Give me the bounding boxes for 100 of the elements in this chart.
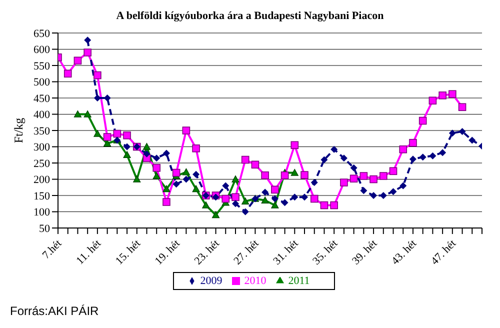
point <box>419 154 426 161</box>
x-tick-label: 27. hét <box>232 238 262 268</box>
point <box>350 164 358 172</box>
x-tick-label: 15. hét <box>113 238 144 268</box>
y-tick-label: 550 <box>34 60 50 72</box>
point <box>360 187 368 194</box>
point <box>232 175 240 182</box>
point <box>152 164 161 172</box>
point <box>162 185 170 192</box>
point <box>458 128 466 135</box>
point <box>103 133 112 141</box>
y-tick-label: 400 <box>34 109 50 122</box>
point <box>241 156 250 164</box>
x-tick-label: 11. hét <box>74 238 104 268</box>
point <box>350 174 358 182</box>
point <box>232 193 240 202</box>
point <box>370 175 378 184</box>
x-tick-label: 39. hét <box>350 238 380 268</box>
point <box>389 167 398 176</box>
point <box>172 180 180 188</box>
point <box>84 48 92 56</box>
y-tick-label: 600 <box>34 44 50 56</box>
point <box>330 146 338 153</box>
point <box>84 110 92 118</box>
point <box>162 198 170 206</box>
point <box>192 185 200 192</box>
point <box>360 172 368 180</box>
point <box>133 175 141 182</box>
point <box>300 171 308 179</box>
point <box>320 156 328 164</box>
y-tick-label: 500 <box>34 76 50 89</box>
y-axis-title: Ft/kg <box>11 118 26 144</box>
point <box>104 140 112 147</box>
point <box>340 154 348 162</box>
point <box>330 201 338 210</box>
x-tick-label: 7.hét <box>40 238 64 262</box>
point <box>123 131 131 140</box>
legend-label: 2009 <box>200 275 222 287</box>
point <box>448 130 456 137</box>
point <box>212 211 220 218</box>
point <box>182 126 190 134</box>
text: Forrás:AKI PÁIR <box>10 304 99 318</box>
point <box>242 208 249 216</box>
point <box>261 196 269 204</box>
point <box>113 130 122 138</box>
point <box>123 151 131 158</box>
point <box>152 172 160 180</box>
point <box>182 168 190 176</box>
y-tick-label: 150 <box>34 190 50 202</box>
y-tick-label: 350 <box>34 125 50 138</box>
point <box>271 186 279 194</box>
point <box>280 171 289 180</box>
legend-label: 2010 <box>244 275 266 287</box>
point <box>182 176 190 183</box>
point <box>390 188 397 196</box>
y-tick-label: 450 <box>34 92 50 105</box>
point <box>202 201 210 208</box>
x-tick-label: 47. hét <box>428 238 459 268</box>
x-tick-label: 19. hét <box>152 238 182 268</box>
point <box>370 192 378 199</box>
point <box>142 142 151 150</box>
legend-label: 2011 <box>288 275 310 287</box>
y-tick-label: 50 <box>39 222 50 235</box>
point <box>222 182 230 190</box>
point <box>290 168 298 176</box>
point <box>251 160 260 169</box>
point <box>271 195 278 202</box>
point <box>428 96 437 104</box>
point <box>94 94 101 102</box>
point <box>271 201 279 208</box>
point <box>409 156 416 163</box>
point <box>94 130 102 137</box>
chart-title: A belföldi kígyóuborka ára a Budapesti Nagybani Piacon <box>115 10 385 22</box>
point <box>281 199 288 206</box>
point <box>429 152 436 160</box>
point <box>153 154 160 162</box>
point <box>409 138 417 147</box>
point <box>64 70 72 78</box>
y-tick-label: 300 <box>34 142 50 154</box>
x-tick-label: 31. hét <box>271 238 301 268</box>
point <box>222 194 230 203</box>
y-tick-label: 200 <box>34 174 50 186</box>
point <box>74 110 82 118</box>
point <box>301 194 308 201</box>
point <box>418 116 427 125</box>
point <box>261 171 269 180</box>
point <box>192 144 200 152</box>
point <box>290 141 299 150</box>
point <box>232 200 239 208</box>
point <box>143 150 150 158</box>
point <box>162 150 170 157</box>
y-tick-label: 100 <box>34 206 50 219</box>
point <box>439 149 446 156</box>
point <box>124 143 131 150</box>
point <box>320 201 328 210</box>
y-tick-label: 250 <box>34 158 50 170</box>
point <box>94 71 102 80</box>
point <box>380 192 387 199</box>
x-tick-label: 23. hét <box>192 238 222 268</box>
point <box>468 136 476 144</box>
